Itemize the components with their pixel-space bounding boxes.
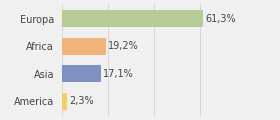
Bar [62,38,106,55]
Bar [62,93,67,110]
Text: 17,1%: 17,1% [103,69,134,79]
Bar [62,10,203,27]
Text: 2,3%: 2,3% [69,96,94,106]
Text: 61,3%: 61,3% [205,14,236,24]
Bar [62,65,101,82]
Text: 19,2%: 19,2% [108,41,139,51]
